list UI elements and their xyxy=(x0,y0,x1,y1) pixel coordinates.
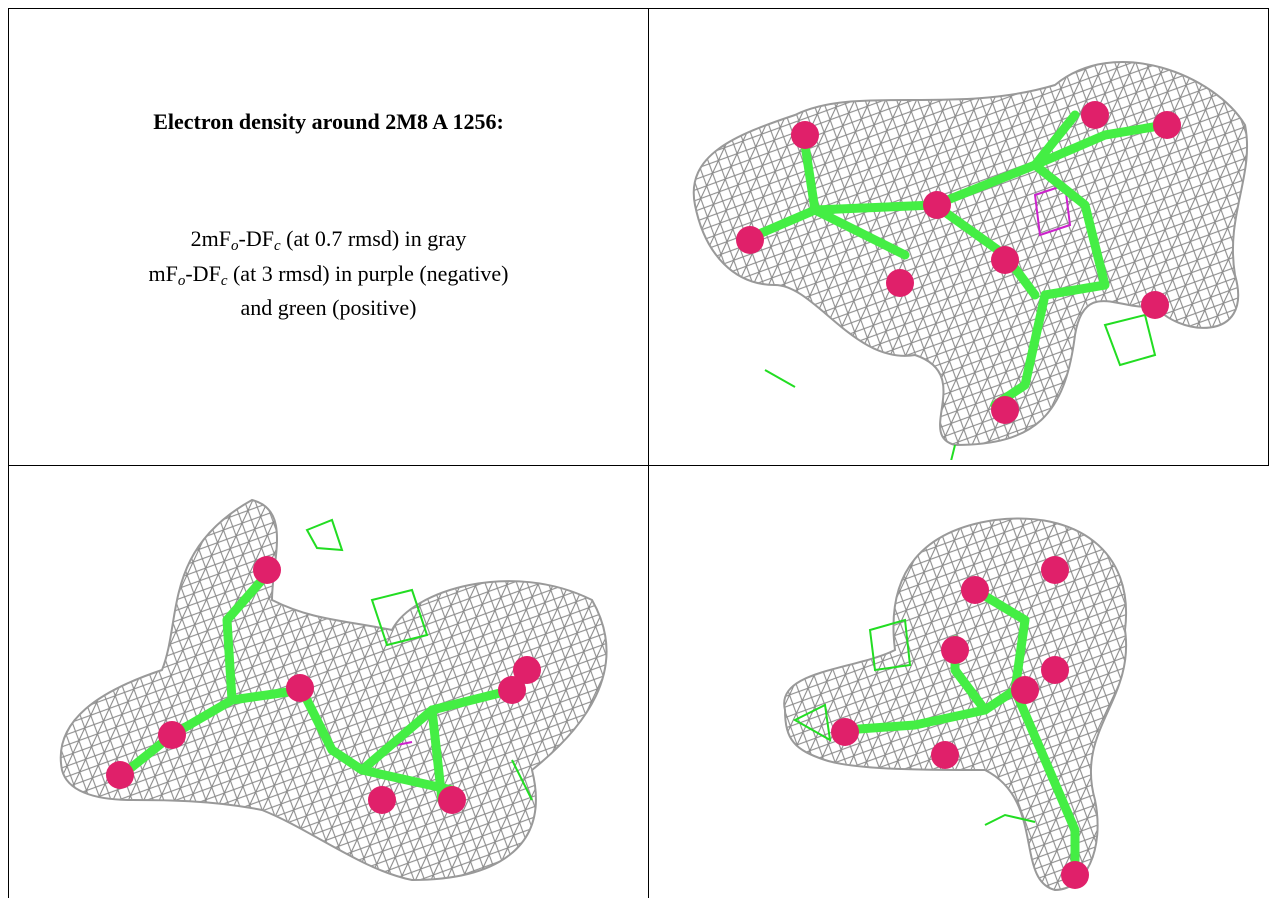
caption-text: (at 0.7 rmsd) in gray xyxy=(281,226,467,251)
table-border xyxy=(1268,8,1269,466)
oxygen-atom xyxy=(991,396,1019,424)
caption-text: -DF xyxy=(185,261,220,286)
density-view-2 xyxy=(12,470,642,895)
positive-density xyxy=(945,445,955,460)
oxygen-atom xyxy=(1041,656,1069,684)
oxygen-atom xyxy=(286,674,314,702)
oxygen-atom xyxy=(438,786,466,814)
caption-title: Electron density around 2M8 A 1256: xyxy=(9,109,648,135)
caption-text: 2mF xyxy=(191,226,231,251)
oxygen-atom xyxy=(736,226,764,254)
oxygen-atom xyxy=(791,121,819,149)
caption-text: (at 3 rmsd) in purple (negative) xyxy=(227,261,508,286)
caption-text: and green (positive) xyxy=(241,295,417,320)
oxygen-atom xyxy=(253,556,281,584)
oxygen-atom xyxy=(513,656,541,684)
oxygen-atom xyxy=(1153,111,1181,139)
oxygen-atom xyxy=(106,761,134,789)
oxygen-atom xyxy=(1081,101,1109,129)
oxygen-atom xyxy=(368,786,396,814)
positive-density xyxy=(1105,315,1155,365)
oxygen-atom xyxy=(1011,676,1039,704)
caption-line: 2mFo-DFc (at 0.7 rmsd) in gray xyxy=(9,222,648,257)
density-view-3 xyxy=(655,470,1265,895)
caption-line: mFo-DFc (at 3 rmsd) in purple (negative) xyxy=(9,257,648,292)
table-border xyxy=(648,8,649,898)
oxygen-atom xyxy=(991,246,1019,274)
caption-text: mF xyxy=(149,261,178,286)
density-view-1 xyxy=(655,15,1265,460)
caption-line: and green (positive) xyxy=(9,291,648,326)
oxygen-atom xyxy=(1041,556,1069,584)
positive-density xyxy=(765,370,795,387)
figure-page: Electron density around 2M8 A 1256: 2mFo… xyxy=(0,0,1275,898)
oxygen-atom xyxy=(961,576,989,604)
oxygen-atom xyxy=(831,718,859,746)
oxygen-atom xyxy=(886,269,914,297)
caption-cell: Electron density around 2M8 A 1256: 2mFo… xyxy=(9,9,648,465)
oxygen-atom xyxy=(1061,861,1089,889)
oxygen-atom xyxy=(941,636,969,664)
oxygen-atom xyxy=(1141,291,1169,319)
oxygen-atom xyxy=(158,721,186,749)
subscript: c xyxy=(274,238,281,254)
table-border xyxy=(8,465,1269,466)
positive-density xyxy=(307,520,342,550)
caption-text: -DF xyxy=(239,226,274,251)
oxygen-atom xyxy=(923,191,951,219)
subscript: o xyxy=(231,238,239,254)
oxygen-atom xyxy=(931,741,959,769)
